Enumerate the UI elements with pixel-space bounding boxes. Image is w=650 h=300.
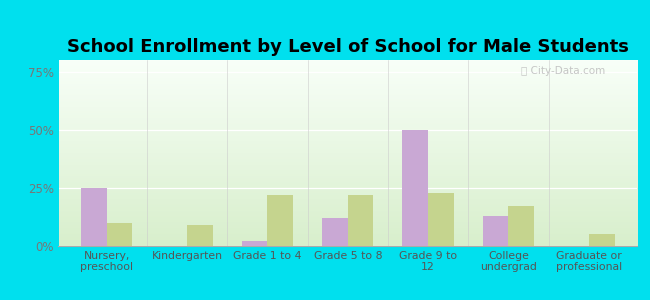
Bar bbox=[428, 193, 454, 246]
Bar bbox=[402, 130, 428, 246]
Title: School Enrollment by Level of School for Male Students: School Enrollment by Level of School for… bbox=[67, 38, 629, 56]
Bar bbox=[267, 195, 293, 246]
Bar bbox=[348, 195, 374, 246]
Text: ⓘ City-Data.com: ⓘ City-Data.com bbox=[521, 66, 606, 76]
Bar bbox=[483, 216, 508, 246]
Bar bbox=[322, 218, 348, 246]
Bar bbox=[187, 225, 213, 246]
Bar bbox=[81, 188, 107, 246]
Bar bbox=[589, 234, 614, 246]
Bar bbox=[107, 223, 133, 246]
Bar bbox=[508, 206, 534, 246]
Bar bbox=[242, 241, 267, 246]
